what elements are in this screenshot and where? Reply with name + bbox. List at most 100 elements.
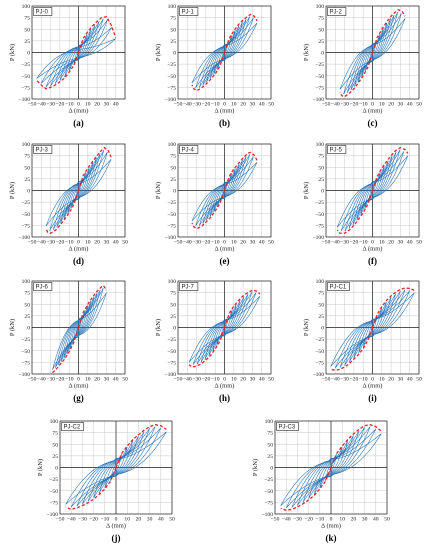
x-axis-title: Δ (mm) [69, 108, 89, 115]
y-axis-title: P (kN) [155, 319, 162, 336]
y-tick-label: −25 [167, 200, 176, 206]
y-axis-title: P (kN) [303, 182, 310, 199]
x-tick-label: 30 [250, 377, 256, 383]
x-tick-label: 20 [388, 377, 394, 383]
hysteresis-loop [45, 19, 108, 88]
x-tick-label: 40 [259, 377, 265, 383]
x-tick-label: 10 [339, 517, 345, 523]
x-tick-label: −10 [359, 377, 368, 383]
y-tick-label: 25 [170, 314, 176, 320]
skeleton-curve-negative [188, 327, 226, 368]
skeleton-curve-negative [65, 467, 117, 511]
y-tick-label: −25 [315, 62, 324, 68]
y-tick-label: −50 [49, 489, 58, 495]
x-tick-label: −10 [100, 517, 109, 523]
x-tick-label: 10 [85, 240, 91, 246]
skeleton-curve-positive [115, 424, 167, 468]
x-tick-label: 50 [169, 517, 175, 523]
x-tick-label: 40 [113, 377, 119, 383]
x-tick-label: 50 [122, 377, 128, 383]
x-tick-label: −40 [67, 517, 76, 523]
x-tick-label: −30 [78, 517, 87, 523]
y-tick-label: −100 [312, 97, 324, 103]
y-tick-label: 25 [24, 314, 30, 320]
x-tick-label: 50 [384, 517, 390, 523]
y-tick-label: 100 [265, 419, 274, 425]
x-axis-title: Δ (mm) [215, 246, 235, 253]
x-tick-label: 50 [268, 377, 274, 383]
x-tick-label: 30 [147, 517, 153, 523]
hysteresis-loop [54, 20, 100, 84]
specimen-tag: PJ-C2 [64, 425, 81, 431]
y-tick-label: 25 [52, 454, 58, 460]
y-tick-label: 100 [22, 279, 31, 285]
y-tick-label: −100 [18, 235, 30, 241]
skeleton-curve-positive [223, 13, 258, 53]
hysteresis-loop [319, 446, 343, 489]
x-tick-label: −30 [340, 377, 349, 383]
y-tick-label: −25 [167, 337, 176, 343]
hysteresis-loop [45, 159, 112, 227]
specimen-tag: PJ-5 [330, 148, 343, 154]
y-tick-label: 25 [24, 177, 30, 183]
x-tick-label: 0 [77, 377, 80, 383]
y-tick-label: 25 [170, 177, 176, 183]
x-tick-label: 30 [362, 517, 368, 523]
y-tick-label: 0 [270, 466, 273, 472]
y-tick-label: −75 [49, 500, 58, 506]
x-axis-title: Δ (mm) [363, 383, 383, 390]
y-tick-label: 50 [318, 302, 324, 308]
x-tick-label: −10 [211, 240, 220, 246]
x-tick-label: −30 [46, 240, 55, 246]
hysteresis-loop [280, 433, 382, 506]
y-tick-label: −100 [164, 97, 176, 103]
y-tick-label: −100 [261, 512, 273, 518]
y-tick-label: −100 [312, 372, 324, 378]
y-axis-title: P (kN) [303, 44, 310, 61]
y-tick-label: −50 [315, 349, 324, 355]
skeleton-curve-positive [77, 284, 107, 328]
specimen-tag: PJ-2 [330, 10, 343, 16]
specimen-tag: PJ-6 [36, 285, 49, 291]
x-tick-label: 40 [373, 517, 379, 523]
x-tick-label: 50 [268, 102, 274, 108]
x-tick-label: 40 [259, 102, 265, 108]
y-tick-label: 50 [24, 27, 30, 33]
y-tick-label: 0 [173, 189, 176, 195]
y-tick-label: −25 [167, 62, 176, 68]
specimen-tag-box [276, 422, 299, 431]
y-tick-label: 25 [318, 177, 324, 183]
x-tick-label: 0 [77, 240, 80, 246]
skeleton-curve-negative [339, 52, 374, 98]
y-tick-label: 50 [267, 442, 273, 448]
y-tick-label: 100 [50, 419, 59, 425]
hysteresis-loop [367, 314, 378, 341]
x-tick-label: 50 [416, 377, 422, 383]
skeleton-curve-negative [330, 327, 374, 371]
specimen-tag: PJ-1 [182, 10, 195, 16]
y-tick-label: −25 [21, 62, 30, 68]
x-tick-label: −10 [65, 240, 74, 246]
x-tick-label: −30 [192, 377, 201, 383]
y-tick-label: −50 [315, 74, 324, 80]
x-tick-label: 0 [223, 240, 226, 246]
x-tick-label: 50 [268, 240, 274, 246]
y-tick-label: −75 [21, 85, 30, 91]
y-tick-label: −25 [21, 337, 30, 343]
hysteresis-loop [335, 290, 410, 369]
x-tick-label: 40 [407, 102, 413, 108]
y-tick-label: −25 [264, 477, 273, 483]
y-axis-title: P (kN) [155, 44, 162, 61]
y-tick-label: −75 [21, 223, 30, 229]
x-tick-label: −40 [37, 240, 46, 246]
x-tick-label: 30 [250, 240, 256, 246]
y-tick-label: −50 [167, 74, 176, 80]
skeleton-curve-negative [280, 467, 332, 511]
y-tick-label: −50 [264, 489, 273, 495]
hysteresis-loop [65, 431, 167, 505]
